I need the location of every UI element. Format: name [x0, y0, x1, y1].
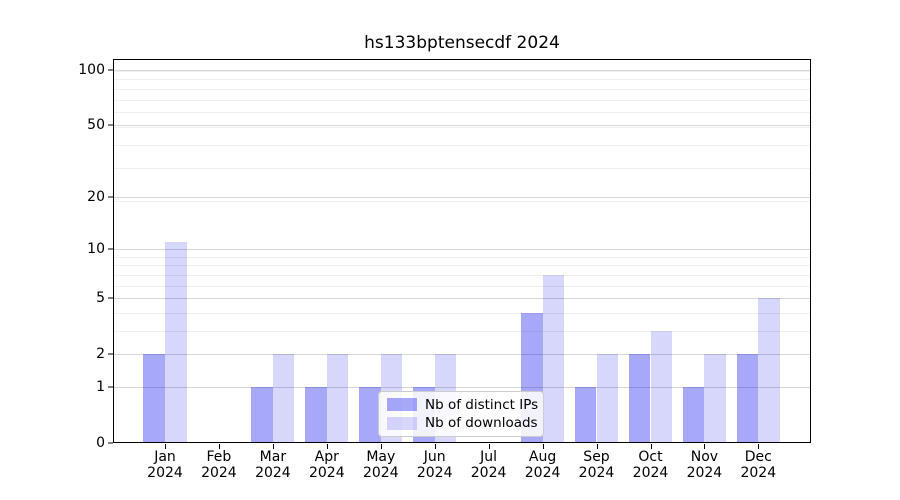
y-tick-label: 20 [87, 188, 105, 205]
gridline-minor [113, 168, 811, 170]
x-tick-label-apr: Apr 2024 [308, 449, 345, 481]
legend-swatch-distinct-ips [387, 398, 417, 412]
y-tick-label: 1 [96, 379, 105, 395]
gridline-minor [113, 256, 811, 258]
gridline-minor [113, 79, 811, 81]
legend-label-distinct-ips: Nb of distinct IPs [425, 396, 539, 413]
x-tick-label-nov: Nov 2024 [686, 449, 723, 481]
x-tick-mark [380, 444, 382, 449]
y-tick-label: 10 [87, 241, 105, 258]
gridline-minor [113, 200, 811, 202]
chart-title: hs133bptensecdf 2024 [364, 33, 560, 53]
bar-downloads-mar [272, 354, 295, 443]
x-tick-label-feb: Feb 2024 [201, 449, 237, 481]
bar-downloads-aug [542, 274, 565, 443]
bar-distinct-ips-dec [736, 354, 759, 443]
gridline-major [113, 125, 811, 127]
x-tick-mark [542, 444, 544, 449]
y-tick-mark [108, 69, 113, 71]
legend-swatch-downloads [387, 416, 417, 430]
gridline-minor [113, 144, 811, 146]
gridline-minor [113, 274, 811, 276]
bar-downloads-oct [650, 331, 673, 443]
x-tick-mark [704, 444, 706, 449]
bar-distinct-ips-sep [574, 387, 597, 443]
y-tick-label: 5 [96, 290, 105, 307]
y-tick-mark [108, 297, 113, 299]
y-tick-label: 2 [96, 346, 105, 363]
x-tick-mark [650, 444, 652, 449]
x-tick-mark [272, 444, 274, 449]
gridline-minor [113, 126, 811, 128]
gridline-minor [113, 285, 811, 287]
bar-downloads-apr [326, 354, 349, 443]
x-tick-mark [218, 444, 220, 449]
gridline-minor [113, 88, 811, 90]
y-tick-mark [108, 353, 113, 355]
x-tick-label-may: May 2024 [362, 449, 399, 481]
gridline-minor [113, 99, 811, 101]
y-tick-label: 50 [87, 117, 105, 134]
x-tick-mark [434, 444, 436, 449]
gridline-major [113, 298, 811, 300]
bar-downloads-jan [165, 242, 187, 443]
legend-item-distinct-ips: Nb of distinct IPs [387, 396, 539, 413]
x-tick-label-jun: Jun 2024 [416, 449, 453, 481]
bar-distinct-ips-apr [305, 387, 327, 443]
legend-item-downloads: Nb of downloads [387, 415, 538, 432]
bar-downloads-nov [704, 354, 726, 443]
y-tick-label: 0 [96, 435, 105, 451]
gridline-minor [113, 331, 811, 332]
gridline-minor [113, 70, 811, 72]
bar-downloads-sep [596, 354, 619, 443]
bar-distinct-ips-jan [143, 354, 165, 443]
x-tick-label-sep: Sep 2024 [578, 449, 615, 481]
bar-distinct-ips-nov [682, 387, 705, 443]
x-tick-mark [488, 444, 490, 449]
legend-label-downloads: Nb of downloads [425, 415, 538, 432]
bar-distinct-ips-may [359, 387, 381, 443]
bar-downloads-dec [758, 298, 780, 443]
gridline-minor [113, 265, 811, 267]
y-tick-mark [108, 442, 113, 444]
x-tick-mark [326, 444, 328, 449]
gridline-minor [113, 112, 811, 114]
x-tick-label-oct: Oct 2024 [632, 449, 669, 481]
x-tick-label-mar: Mar 2024 [255, 449, 291, 481]
legend: Nb of distinct IPs Nb of downloads [378, 391, 544, 437]
x-tick-mark [596, 444, 598, 449]
y-tick-label: 100 [78, 62, 105, 78]
y-tick-mark [108, 196, 113, 198]
gridline-major [113, 387, 811, 388]
y-tick-mark [108, 248, 113, 250]
x-tick-label-aug: Aug 2024 [524, 449, 561, 481]
x-tick-label-jul: Jul 2024 [470, 449, 507, 481]
y-tick-mark [108, 386, 113, 388]
gridline-minor [113, 312, 811, 314]
gridline-major [113, 70, 811, 71]
gridline-major [113, 354, 811, 356]
x-tick-label-dec: Dec 2024 [740, 449, 777, 481]
gridline-major [113, 249, 811, 251]
bar-distinct-ips-mar [251, 387, 273, 443]
y-tick-mark [108, 124, 113, 126]
x-tick-mark [165, 444, 166, 449]
bar-distinct-ips-oct [628, 354, 651, 443]
x-tick-mark [758, 444, 760, 449]
x-tick-label-jan: Jan 2024 [147, 449, 183, 481]
gridline-major [113, 196, 811, 198]
